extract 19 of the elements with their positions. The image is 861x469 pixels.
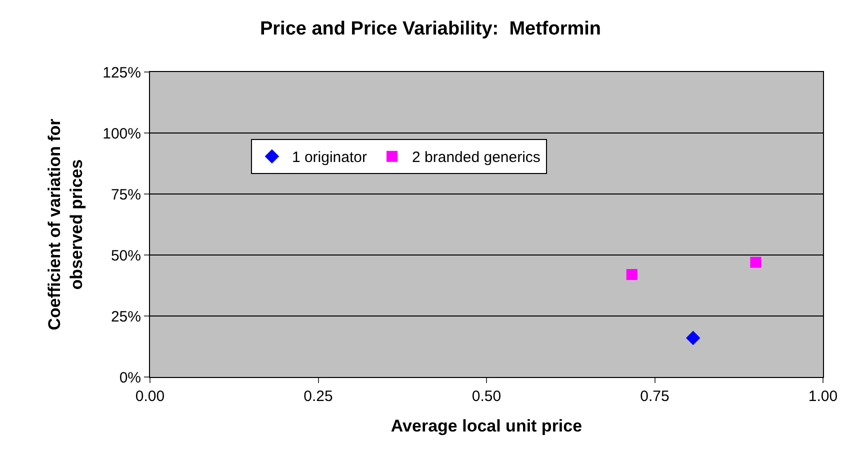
y-tick-label: 25% <box>110 308 141 326</box>
y-tick-label: 75% <box>110 186 141 204</box>
point <box>686 330 700 346</box>
y-axis-title: Coefficient of variation for observed prices <box>45 118 86 330</box>
point <box>626 269 638 280</box>
x-tick-label: 1.00 <box>808 388 838 405</box>
x-tick-label: 0.25 <box>304 388 333 405</box>
chart-title: Price and Price Variability: Metformin <box>260 18 602 40</box>
y-tick-label: 0% <box>119 369 141 386</box>
legend-label: 2 branded generics <box>412 149 540 166</box>
legend-label: 1 originator <box>292 149 367 166</box>
point <box>750 256 762 268</box>
y-tick-label: 100% <box>102 125 141 142</box>
x-tick-label: 0.75 <box>640 388 670 405</box>
x-axis-title: Average local unit price <box>390 416 582 436</box>
x-tick-label: 0.00 <box>135 388 165 405</box>
x-tick-label: 0.50 <box>472 388 502 405</box>
y-tick-label: 50% <box>110 247 141 264</box>
y-tick-label: 125% <box>102 64 141 82</box>
